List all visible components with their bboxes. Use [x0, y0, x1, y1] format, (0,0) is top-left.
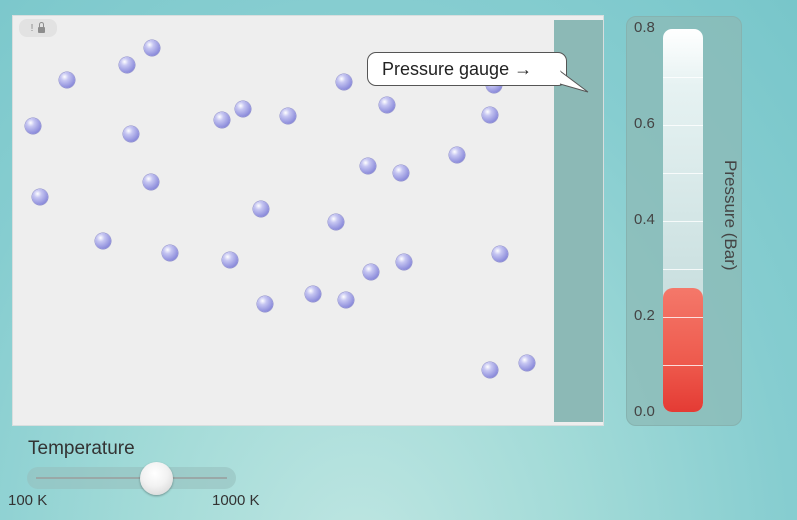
gauge-tick-label: 0.0 [634, 403, 655, 420]
gas-molecule [222, 252, 238, 268]
tube-gridline [663, 221, 703, 222]
temperature-title: Temperature [28, 438, 135, 459]
temperature-min-label: 100 K [8, 492, 48, 509]
gas-molecule [144, 40, 160, 56]
slider-track-line [36, 477, 227, 479]
gas-molecule [257, 296, 273, 312]
gauge-tick-label: 0.6 [634, 115, 655, 132]
gas-molecule [449, 147, 465, 163]
gas-molecule [393, 165, 409, 181]
gas-molecule [305, 286, 321, 302]
gas-molecule [162, 245, 178, 261]
temperature-max-label: 1000 K [212, 492, 260, 509]
gas-molecule [328, 214, 344, 230]
tube-gridline [663, 317, 703, 318]
pressure-tube [663, 29, 703, 412]
temperature-slider-knob[interactable] [140, 462, 173, 495]
gas-molecule [25, 118, 41, 134]
info-icon[interactable]: ! [30, 22, 34, 34]
gas-molecule [235, 101, 251, 117]
tube-gridline [663, 269, 703, 270]
tube-gridline [663, 365, 703, 366]
gas-molecule [32, 189, 48, 205]
gas-molecule [119, 57, 135, 73]
gas-molecule [214, 112, 230, 128]
gas-molecule [379, 97, 395, 113]
gas-molecule [280, 108, 296, 124]
gas-molecule [123, 126, 139, 142]
gauge-tick-label: 0.2 [634, 307, 655, 324]
gauge-tick-label: 0.8 [634, 19, 655, 36]
pressure-level-fill [663, 288, 703, 412]
tube-gridline [663, 125, 703, 126]
gas-molecule [336, 74, 352, 90]
callout-tail [560, 70, 589, 93]
pressure-gauge-callout: Pressure gauge → [367, 52, 567, 86]
gas-molecule [95, 233, 111, 249]
gas-molecule [143, 174, 159, 190]
tube-gridline [663, 173, 703, 174]
temperature-slider[interactable] [27, 462, 236, 495]
gas-molecule [59, 72, 75, 88]
gas-molecule [360, 158, 376, 174]
toolbar-icons[interactable]: ! [19, 19, 57, 37]
gas-molecule [363, 264, 379, 280]
tube-gridline [663, 77, 703, 78]
gas-molecule [338, 292, 354, 308]
gauge-tick-label: 0.4 [634, 211, 655, 228]
gas-molecule [253, 201, 269, 217]
gas-molecule [482, 362, 498, 378]
gas-molecule [519, 355, 535, 371]
pressure-axis-title: Pressure (Bar) [721, 160, 740, 271]
gas-molecule [492, 246, 508, 262]
gas-molecule [396, 254, 412, 270]
gas-molecule [482, 107, 498, 123]
lock-icon[interactable] [38, 22, 46, 33]
